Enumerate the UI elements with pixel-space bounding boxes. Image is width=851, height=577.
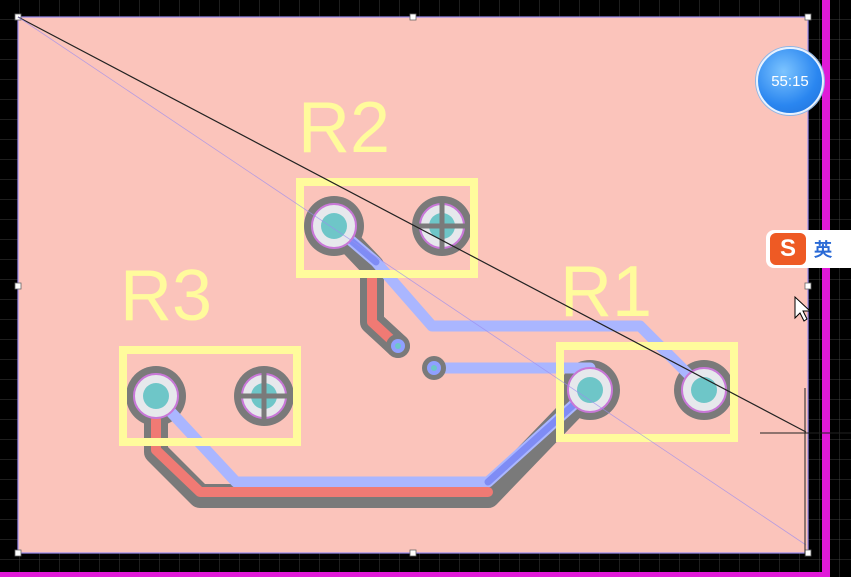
pads[interactable] [133,202,727,420]
designator-r3[interactable]: R3 [120,256,212,336]
ime-toolbar[interactable]: S 英 [766,230,851,268]
designator-r1[interactable]: R1 [560,252,652,332]
silkscreen-outlines [119,178,738,446]
r3-outline [119,346,301,446]
pcb-board[interactable] [17,16,809,554]
timer-bubble[interactable]: 55:15 [756,47,824,115]
faint-guide-line [17,16,807,546]
ime-language-toggle[interactable]: 英 [814,240,832,260]
crosshair [760,388,851,556]
pad-r3-2 [240,372,288,420]
magenta-frame-right [822,0,830,577]
pad-r2-1 [311,203,357,249]
pad-r1-2 [681,367,727,413]
via-1[interactable] [386,334,410,358]
pad-r2-2 [418,202,466,250]
mouse-pointer-icon [794,295,812,322]
via-2[interactable] [422,356,446,380]
magenta-frame-bottom [0,572,830,577]
pad-r1-1 [567,367,613,413]
designator-r2[interactable]: R2 [298,88,390,168]
timer-text: 55:15 [771,72,809,90]
diagonal-guide-line [17,16,807,433]
sogou-ime-icon[interactable]: S [770,233,806,265]
pad-r3-1 [133,373,179,419]
r2-outline [296,178,478,278]
